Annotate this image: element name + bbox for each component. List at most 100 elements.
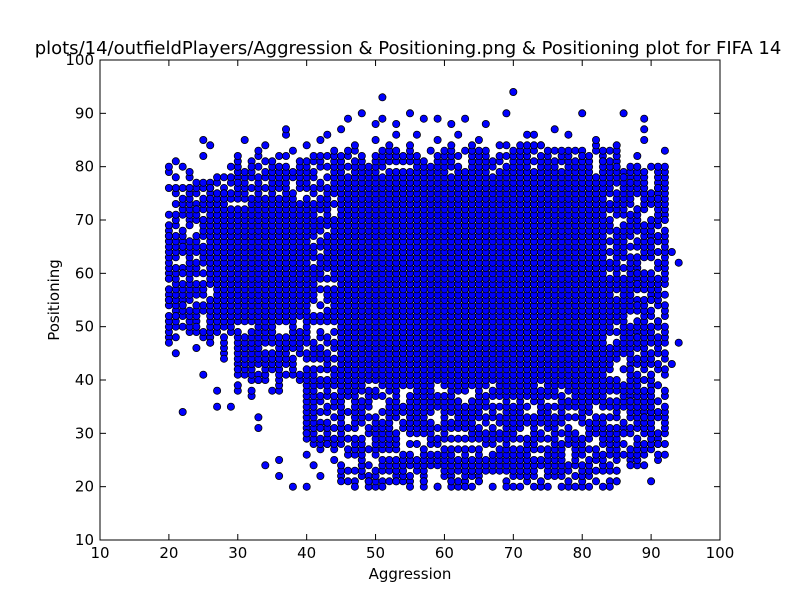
data-point — [178, 301, 187, 310]
data-point — [419, 157, 428, 166]
data-point — [654, 183, 663, 192]
data-point — [578, 109, 587, 118]
data-point — [371, 466, 380, 475]
data-point — [316, 151, 325, 160]
data-point — [192, 343, 201, 352]
data-point — [474, 423, 483, 432]
data-point — [654, 274, 663, 283]
data-point — [426, 146, 435, 155]
data-point — [330, 434, 339, 443]
data-point — [612, 226, 621, 235]
data-point — [302, 349, 311, 358]
data-point — [316, 301, 325, 310]
data-point — [530, 413, 539, 422]
data-point — [640, 135, 649, 144]
data-point — [405, 141, 414, 150]
data-point — [612, 423, 621, 432]
data-point — [454, 151, 463, 160]
data-point — [371, 120, 380, 129]
data-point — [612, 141, 621, 150]
data-point — [199, 269, 208, 278]
data-point — [564, 477, 573, 486]
data-point — [192, 258, 201, 267]
data-point — [626, 178, 635, 187]
data-point — [199, 370, 208, 379]
data-point — [247, 183, 256, 192]
data-point — [275, 151, 284, 160]
data-point — [605, 146, 614, 155]
data-point — [371, 135, 380, 144]
data-point — [343, 407, 352, 416]
data-point — [268, 386, 277, 395]
data-point — [185, 306, 194, 315]
data-point — [309, 199, 318, 208]
data-point — [495, 402, 504, 411]
data-point — [654, 247, 663, 256]
data-point — [488, 386, 497, 395]
data-point — [337, 477, 346, 486]
data-point — [598, 450, 607, 459]
data-point — [281, 151, 290, 160]
data-point — [364, 477, 373, 486]
data-point — [564, 146, 573, 155]
data-point — [633, 279, 642, 288]
data-point — [392, 120, 401, 129]
data-point — [233, 381, 242, 390]
data-point — [164, 231, 173, 240]
data-point — [385, 477, 394, 486]
data-point — [640, 125, 649, 134]
data-point — [660, 365, 669, 374]
data-point — [660, 301, 669, 310]
data-point — [261, 157, 270, 166]
data-point — [467, 445, 476, 454]
data-point — [171, 173, 180, 182]
data-point — [605, 461, 614, 470]
data-point — [343, 146, 352, 155]
data-point — [516, 445, 525, 454]
data-point — [592, 477, 601, 486]
data-point — [619, 365, 628, 374]
data-point — [660, 402, 669, 411]
data-point — [392, 130, 401, 139]
data-point — [261, 141, 270, 150]
data-point — [557, 439, 566, 448]
data-point — [405, 471, 414, 480]
data-point — [309, 461, 318, 470]
data-point — [605, 258, 614, 267]
data-point — [405, 482, 414, 491]
data-point — [488, 157, 497, 166]
data-point — [288, 167, 297, 176]
data-point — [316, 327, 325, 336]
y-tick-label: 90 — [75, 104, 94, 122]
data-point — [316, 407, 325, 416]
data-point — [626, 322, 635, 331]
data-point — [660, 226, 669, 235]
data-point — [247, 194, 256, 203]
data-point — [481, 429, 490, 438]
data-point — [164, 338, 173, 347]
y-tick-label: 40 — [75, 371, 94, 389]
data-point — [316, 434, 325, 443]
data-point — [192, 205, 201, 214]
data-point — [654, 359, 663, 368]
data-point — [543, 146, 552, 155]
data-point — [343, 434, 352, 443]
data-point — [378, 173, 387, 182]
data-point — [164, 221, 173, 230]
data-point — [536, 429, 545, 438]
data-point — [178, 269, 187, 278]
data-point — [647, 306, 656, 315]
data-point — [481, 391, 490, 400]
data-point — [206, 141, 215, 150]
data-point — [337, 151, 346, 160]
data-point — [302, 450, 311, 459]
data-point — [164, 162, 173, 171]
data-point — [592, 445, 601, 454]
data-point — [199, 242, 208, 251]
data-point — [281, 333, 290, 342]
data-point — [605, 413, 614, 422]
data-point — [619, 263, 628, 272]
data-point — [316, 343, 325, 352]
data-point — [440, 391, 449, 400]
data-point — [392, 477, 401, 486]
